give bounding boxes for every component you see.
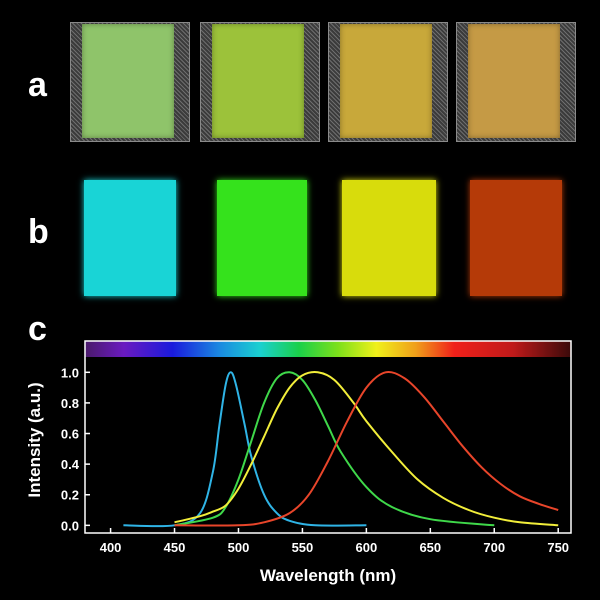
plot-frame	[84, 340, 572, 534]
x-tick-label: 450	[164, 540, 186, 555]
series-lines	[123, 370, 559, 528]
film-1	[82, 24, 174, 138]
panel-label-b: b	[28, 213, 49, 251]
series-line-4	[174, 370, 559, 527]
y-tick-label: 1.0	[61, 365, 79, 380]
y-tick-label: 0.6	[61, 427, 79, 442]
film-4	[468, 24, 560, 138]
x-tick-label: 650	[419, 540, 441, 555]
y-tick-label: 0.2	[61, 488, 79, 503]
y-tick-label: 0.4	[61, 457, 80, 472]
x-axis: 400 450 500 550 600 650 700 750	[100, 528, 569, 555]
x-tick-label: 750	[547, 540, 569, 555]
y-tick-label: 0.8	[61, 396, 79, 411]
x-tick-label: 500	[228, 540, 250, 555]
emitter-cyan	[84, 180, 176, 296]
emitter-green	[217, 180, 307, 296]
series-line-2	[174, 371, 495, 527]
x-tick-label: 700	[483, 540, 505, 555]
panel-label-a: a	[28, 66, 47, 104]
y-axis: 0.0 0.2 0.4 0.6 0.8 1.0	[61, 365, 90, 533]
emitter-red	[470, 180, 562, 296]
emitter-yellow	[342, 180, 436, 296]
x-tick-label: 400	[100, 540, 122, 555]
spectrum-color-bar	[85, 341, 571, 357]
film-3	[340, 24, 432, 138]
y-tick-label: 0.0	[61, 518, 79, 533]
film-2	[212, 24, 304, 138]
series-line-1	[123, 371, 367, 528]
y-axis-label: Intensity (a.u.)	[25, 382, 44, 497]
x-axis-label: Wavelength (nm)	[260, 566, 396, 585]
series-line-3	[174, 371, 559, 527]
panel-label-c: c	[28, 310, 47, 348]
x-tick-label: 550	[292, 540, 314, 555]
x-tick-label: 600	[356, 540, 378, 555]
